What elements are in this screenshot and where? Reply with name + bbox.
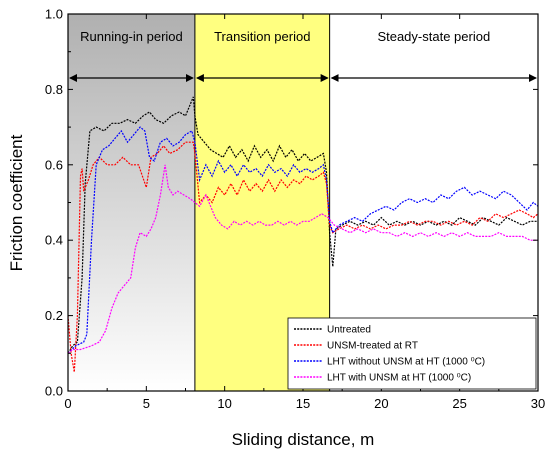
- y-tick-label-5: 1.0: [45, 7, 63, 22]
- legend-label-0: Untreated: [327, 325, 371, 336]
- x-tick-label-6: 30: [531, 396, 545, 411]
- series-line-2: [68, 126, 538, 354]
- period-labels: Running-in period Transition period Steady…: [80, 29, 490, 44]
- legend: Untreated UNSM-treated at RT LHT without U…: [287, 317, 537, 390]
- axis-ticks: 0 5 10 15 20 25 30 0.0 0.2 0.4 0.6 0.8 1.0: [45, 7, 545, 412]
- region-label-1: Transition period: [214, 29, 310, 44]
- series-line-3: [68, 164, 538, 354]
- legend-box: [287, 317, 537, 390]
- y-tick-label-0: 0.0: [45, 384, 63, 399]
- x-tick-label-5: 25: [452, 396, 466, 411]
- y-axis-label: Friction coefficient: [7, 134, 26, 271]
- series-line-0: [68, 96, 538, 354]
- x-tick-label-4: 20: [374, 396, 388, 411]
- y-tick-label-1: 0.2: [45, 308, 63, 323]
- region-label-2: Steady-state period: [377, 29, 490, 44]
- y-tick-label-2: 0.4: [45, 233, 63, 248]
- legend-label-3: LHT with UNSM at HT (1000 ⁰C): [327, 373, 471, 384]
- x-tick-label-2: 10: [217, 396, 231, 411]
- region-label-0: Running-in period: [80, 29, 183, 44]
- series-line-1: [68, 141, 538, 373]
- x-tick-label-1: 5: [143, 396, 150, 411]
- x-axis-label: Sliding distance, m: [232, 430, 375, 449]
- y-tick-label-3: 0.6: [45, 157, 63, 172]
- x-tick-label-3: 15: [296, 396, 310, 411]
- region-0: [68, 14, 195, 391]
- legend-label-2: LHT without UNSM at HT (1000 ⁰C): [327, 357, 485, 368]
- legend-label-1: UNSM-treated at RT: [327, 341, 418, 352]
- series-lines: [68, 96, 538, 373]
- x-tick-label-0: 0: [64, 396, 71, 411]
- y-tick-label-4: 0.8: [45, 82, 63, 97]
